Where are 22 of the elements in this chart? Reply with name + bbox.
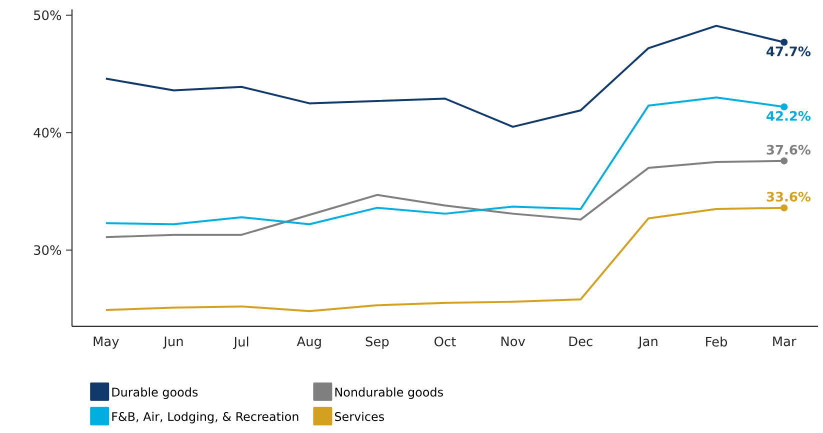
legend-label: Nondurable goods bbox=[335, 387, 443, 399]
x-tick-label: Nov bbox=[501, 336, 526, 346]
x-tick-label: Jan bbox=[638, 336, 658, 349]
x-tick-label: May bbox=[94, 336, 119, 349]
y-tick-label: 30% bbox=[34, 245, 62, 255]
y-tick-label: 50% bbox=[34, 10, 62, 20]
x-tick-label: Feb bbox=[706, 336, 728, 347]
x-tick-label: Oct bbox=[434, 336, 456, 346]
x-tick-label: Jun bbox=[162, 336, 183, 349]
legend-label: Durable goods bbox=[112, 387, 198, 399]
data-label: 47.7% bbox=[766, 46, 810, 56]
data-label: 42.2% bbox=[766, 111, 810, 121]
x-tick-label: Mar bbox=[773, 336, 796, 346]
x-tick-label: Aug bbox=[296, 336, 321, 349]
x-tick-label: Dec bbox=[569, 336, 592, 346]
data-label: 37.6% bbox=[766, 144, 810, 155]
y-tick-label: 40% bbox=[34, 128, 62, 138]
x-tick-label: Jul bbox=[233, 336, 248, 350]
legend-label: F&B, Air, Lodging, & Recreation bbox=[112, 412, 298, 424]
legend-label: Services bbox=[334, 412, 384, 422]
data-label: 33.6% bbox=[766, 192, 810, 202]
x-tick-label: Sep bbox=[366, 336, 389, 349]
